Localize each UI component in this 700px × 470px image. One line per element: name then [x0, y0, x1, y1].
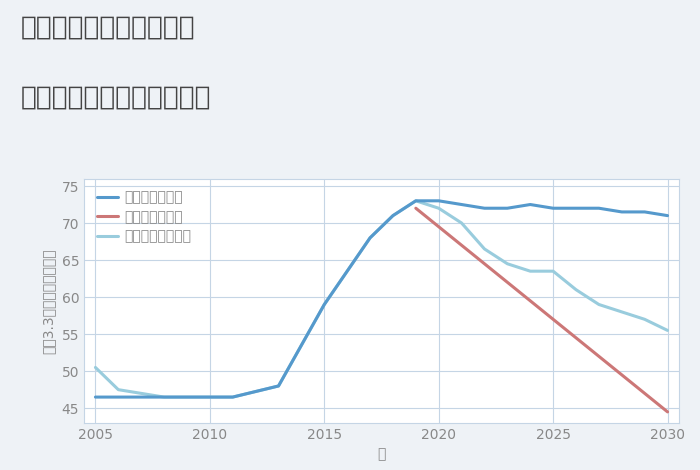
グッドシナリオ: [274, 383, 283, 389]
グッドシナリオ: [549, 205, 557, 211]
グッドシナリオ: [664, 213, 672, 219]
グッドシナリオ: [595, 205, 603, 211]
グッドシナリオ: [91, 394, 99, 400]
Legend: グッドシナリオ, バッドシナリオ, ノーマルシナリオ: グッドシナリオ, バッドシナリオ, ノーマルシナリオ: [97, 190, 192, 243]
ノーマルシナリオ: [389, 213, 397, 219]
ノーマルシナリオ: [595, 302, 603, 307]
ノーマルシナリオ: [640, 316, 649, 322]
グッドシナリオ: [640, 209, 649, 215]
グッドシナリオ: [457, 202, 466, 207]
グッドシナリオ: [366, 235, 375, 241]
グッドシナリオ: [160, 394, 168, 400]
Line: グッドシナリオ: グッドシナリオ: [95, 201, 668, 397]
ノーマルシナリオ: [206, 394, 214, 400]
ノーマルシナリオ: [183, 394, 191, 400]
グッドシナリオ: [389, 213, 397, 219]
ノーマルシナリオ: [366, 235, 375, 241]
Y-axis label: 坪（3.3㎡）単価（万円）: 坪（3.3㎡）単価（万円）: [42, 248, 56, 353]
ノーマルシナリオ: [114, 387, 122, 392]
ノーマルシナリオ: [160, 394, 168, 400]
ノーマルシナリオ: [480, 246, 489, 252]
グッドシナリオ: [320, 302, 328, 307]
グッドシナリオ: [503, 205, 512, 211]
グッドシナリオ: [412, 198, 420, 204]
ノーマルシナリオ: [617, 309, 626, 315]
グッドシナリオ: [183, 394, 191, 400]
グッドシナリオ: [572, 205, 580, 211]
ノーマルシナリオ: [503, 261, 512, 266]
グッドシナリオ: [480, 205, 489, 211]
グッドシナリオ: [206, 394, 214, 400]
グッドシナリオ: [617, 209, 626, 215]
ノーマルシナリオ: [572, 287, 580, 292]
Text: 福岡県太宰府市大佐野の: 福岡県太宰府市大佐野の: [21, 14, 195, 40]
Line: ノーマルシナリオ: ノーマルシナリオ: [95, 201, 668, 397]
X-axis label: 年: 年: [377, 447, 386, 462]
グッドシナリオ: [526, 202, 535, 207]
ノーマルシナリオ: [137, 391, 146, 396]
ノーマルシナリオ: [526, 268, 535, 274]
ノーマルシナリオ: [457, 220, 466, 226]
グッドシナリオ: [228, 394, 237, 400]
ノーマルシナリオ: [664, 328, 672, 333]
ノーマルシナリオ: [435, 205, 443, 211]
ノーマルシナリオ: [320, 302, 328, 307]
グッドシナリオ: [435, 198, 443, 204]
ノーマルシナリオ: [412, 198, 420, 204]
ノーマルシナリオ: [549, 268, 557, 274]
グッドシナリオ: [137, 394, 146, 400]
ノーマルシナリオ: [274, 383, 283, 389]
ノーマルシナリオ: [228, 394, 237, 400]
ノーマルシナリオ: [91, 365, 99, 370]
Text: 中古マンションの価格推移: 中古マンションの価格推移: [21, 85, 211, 110]
